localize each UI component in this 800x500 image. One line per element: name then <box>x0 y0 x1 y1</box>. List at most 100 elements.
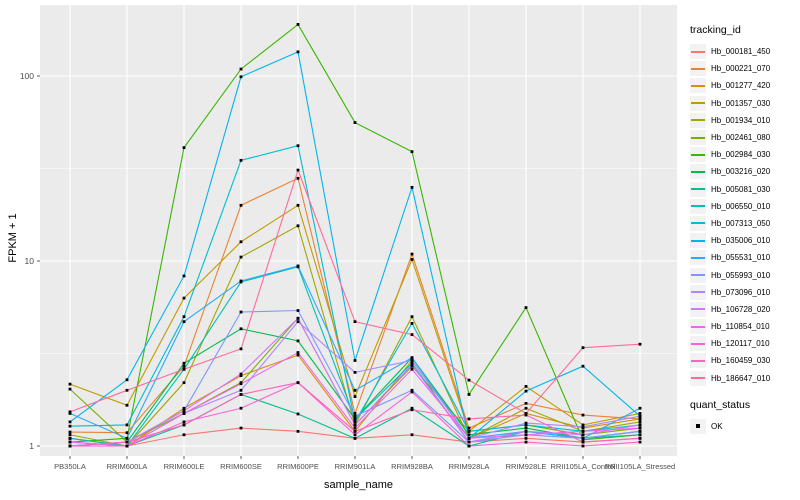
data-point <box>410 359 414 362</box>
data-point <box>296 320 300 324</box>
data-point <box>125 440 129 444</box>
data-point <box>524 436 528 440</box>
data-point <box>353 426 357 430</box>
data-point <box>581 438 585 442</box>
data-point <box>524 306 528 309</box>
legend-item: Hb_120117_010 <box>690 335 798 352</box>
data-point <box>410 367 414 371</box>
x-axis-title: sample_name <box>323 479 394 491</box>
legend-item: Hb_000181_450 <box>690 43 798 60</box>
legend-label: Hb_186647_010 <box>711 373 771 383</box>
legend-key <box>690 353 706 369</box>
data-point <box>581 364 585 368</box>
data-point <box>296 339 300 343</box>
data-point <box>524 433 528 437</box>
legend-item: Hb_106728_020 <box>690 301 798 318</box>
data-point <box>638 426 642 430</box>
data-point <box>467 444 471 448</box>
legend-item: Hb_005081_030 <box>690 181 798 198</box>
data-point <box>524 440 528 444</box>
data-point <box>68 436 72 440</box>
data-point <box>638 414 642 418</box>
data-point <box>467 436 471 440</box>
data-point <box>524 389 528 393</box>
data-point <box>353 417 357 421</box>
line-swatch-icon <box>691 170 705 173</box>
data-point <box>296 351 300 354</box>
data-point <box>467 433 471 437</box>
legend-label: Hb_007313_050 <box>711 218 771 228</box>
legend-label: Hb_035006_010 <box>711 236 771 246</box>
line-swatch-icon <box>691 136 705 139</box>
legend-item: Hb_006550_010 <box>690 198 798 215</box>
data-point <box>296 144 300 148</box>
legend-label: Hb_001934_010 <box>711 115 771 125</box>
legend-item: Hb_000221_070 <box>690 60 798 77</box>
data-point <box>68 424 72 428</box>
legend-title: tracking_id <box>690 24 741 36</box>
line-swatch-icon <box>691 119 705 122</box>
legend-key <box>690 284 706 300</box>
quant-status-title: quant_status <box>690 398 751 411</box>
data-point <box>68 382 72 386</box>
data-point <box>410 185 414 189</box>
legend-key <box>690 130 706 146</box>
data-point <box>410 388 414 392</box>
data-point <box>638 342 642 346</box>
data-point <box>68 410 72 414</box>
legend-item: Hb_002984_030 <box>690 146 798 163</box>
data-point <box>125 403 129 407</box>
legend-item: Hb_055993_010 <box>690 266 798 283</box>
legend-key <box>690 112 706 128</box>
data-point <box>353 370 357 374</box>
data-point <box>581 346 585 350</box>
data-point <box>182 315 186 319</box>
data-point <box>296 203 300 207</box>
legend-label: Hb_106728_020 <box>711 304 771 314</box>
legend-item: Hb_001357_030 <box>690 95 798 112</box>
data-point <box>353 429 357 433</box>
data-point <box>239 75 243 79</box>
quant-status-item: OK <box>690 418 798 435</box>
data-point <box>638 406 642 410</box>
data-point <box>581 425 585 429</box>
data-point <box>638 433 642 437</box>
data-point <box>182 274 186 278</box>
data-point <box>296 224 300 228</box>
data-point <box>638 429 642 433</box>
data-point <box>524 426 528 430</box>
legend-item: Hb_055531_010 <box>690 249 798 266</box>
data-point <box>296 429 300 433</box>
data-point <box>410 258 414 261</box>
x-tick-label: RRIM901LA <box>335 462 376 471</box>
data-point <box>410 150 414 154</box>
data-point <box>68 387 72 391</box>
data-point <box>638 423 642 427</box>
data-point <box>353 388 357 392</box>
legend-label: Hb_002984_030 <box>711 150 771 160</box>
x-tick-label: RRIM600SE <box>220 462 262 471</box>
data-point <box>467 440 471 444</box>
data-point <box>524 413 528 417</box>
data-point <box>524 406 528 410</box>
data-point <box>182 412 186 415</box>
data-point <box>239 240 243 244</box>
data-point <box>239 406 243 410</box>
line-swatch-icon <box>691 291 705 294</box>
legend-item: Hb_007313_050 <box>690 215 798 232</box>
data-point <box>410 433 414 437</box>
x-tick-label: RRIM928LE <box>506 462 547 471</box>
line-swatch-icon <box>691 239 705 242</box>
legend-label: Hb_003216_020 <box>711 167 771 177</box>
legend-label: Hb_160459_030 <box>711 356 771 366</box>
legend-item: Hb_160459_030 <box>690 352 798 369</box>
line-swatch-icon <box>691 205 705 208</box>
data-point <box>182 406 186 410</box>
legend-key <box>690 336 706 352</box>
data-point <box>353 320 357 324</box>
legend-label: Hb_002461_080 <box>711 133 771 143</box>
data-point <box>410 333 414 337</box>
data-point <box>182 420 186 424</box>
data-point <box>68 444 72 448</box>
